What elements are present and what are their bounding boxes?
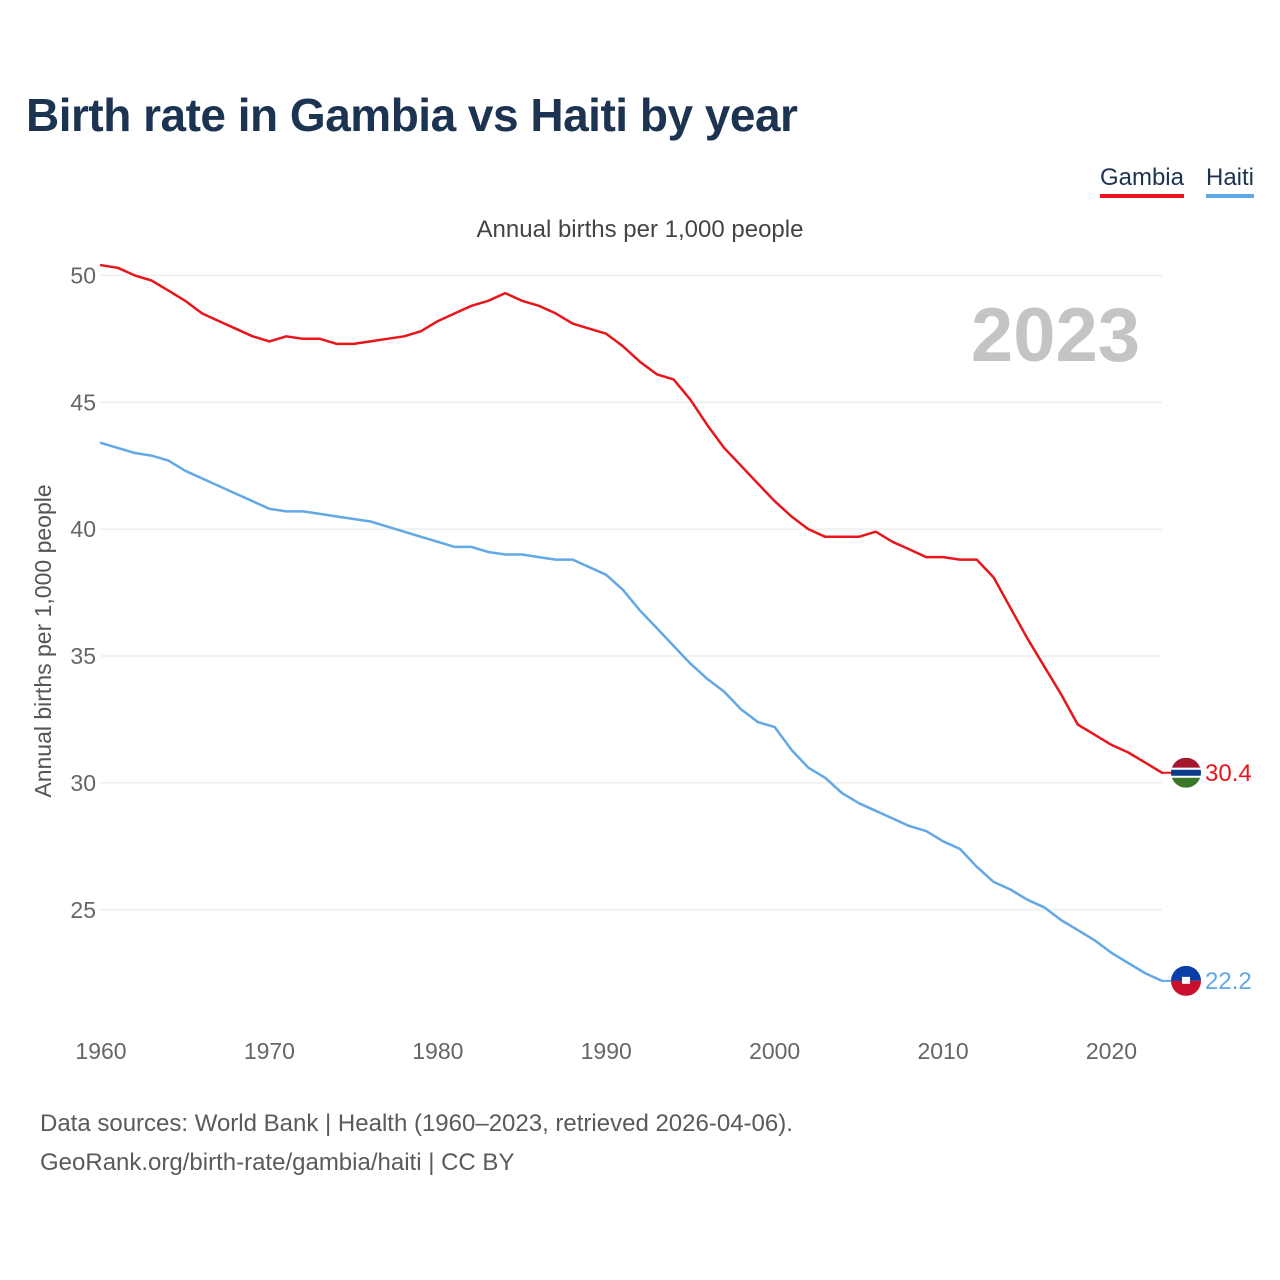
series-line-gambia bbox=[99, 263, 1164, 775]
series-end-label-haiti: 22.2 bbox=[1205, 968, 1252, 995]
x-tick-label: 1970 bbox=[244, 1038, 295, 1064]
x-tick-label: 2010 bbox=[917, 1038, 968, 1064]
footer-url[interactable]: GeoRank.org/birth-rate/gambia/haiti | CC… bbox=[40, 1149, 515, 1176]
legend: Gambia Haiti bbox=[1099, 164, 1254, 198]
haiti-flag-icon bbox=[1171, 965, 1201, 996]
footer: Data sources: World Bank | Health (1960–… bbox=[40, 1104, 793, 1182]
chart-subtitle: Annual births per 1,000 people bbox=[476, 216, 804, 243]
y-tick-label: 30 bbox=[70, 770, 96, 796]
y-tick-label: 45 bbox=[70, 389, 96, 415]
x-tick-label: 1990 bbox=[581, 1038, 632, 1064]
gambia-flag-icon bbox=[1171, 757, 1201, 788]
year-label: 2023 bbox=[971, 293, 1140, 378]
series-end-label-gambia: 30.4 bbox=[1205, 760, 1252, 787]
y-tick-label: 50 bbox=[70, 262, 96, 288]
x-tick-label: 2000 bbox=[749, 1038, 800, 1064]
legend-item-gambia[interactable]: Gambia bbox=[1099, 164, 1184, 198]
y-tick-label: 35 bbox=[70, 643, 96, 669]
y-axis-title: Annual births per 1,000 people bbox=[30, 484, 56, 797]
chart-title: Birth rate in Gambia vs Haiti by year bbox=[26, 89, 798, 141]
x-tick-label: 1980 bbox=[412, 1038, 463, 1064]
footer-source: Data sources: World Bank | Health (1960–… bbox=[40, 1110, 793, 1137]
x-tick-label: 2020 bbox=[1086, 1038, 1137, 1064]
y-tick-label: 40 bbox=[70, 516, 96, 542]
series-line-haiti bbox=[99, 441, 1164, 983]
legend-item-haiti[interactable]: Haiti bbox=[1205, 164, 1254, 198]
y-tick-label: 25 bbox=[70, 897, 96, 923]
x-tick-label: 1960 bbox=[75, 1038, 126, 1064]
